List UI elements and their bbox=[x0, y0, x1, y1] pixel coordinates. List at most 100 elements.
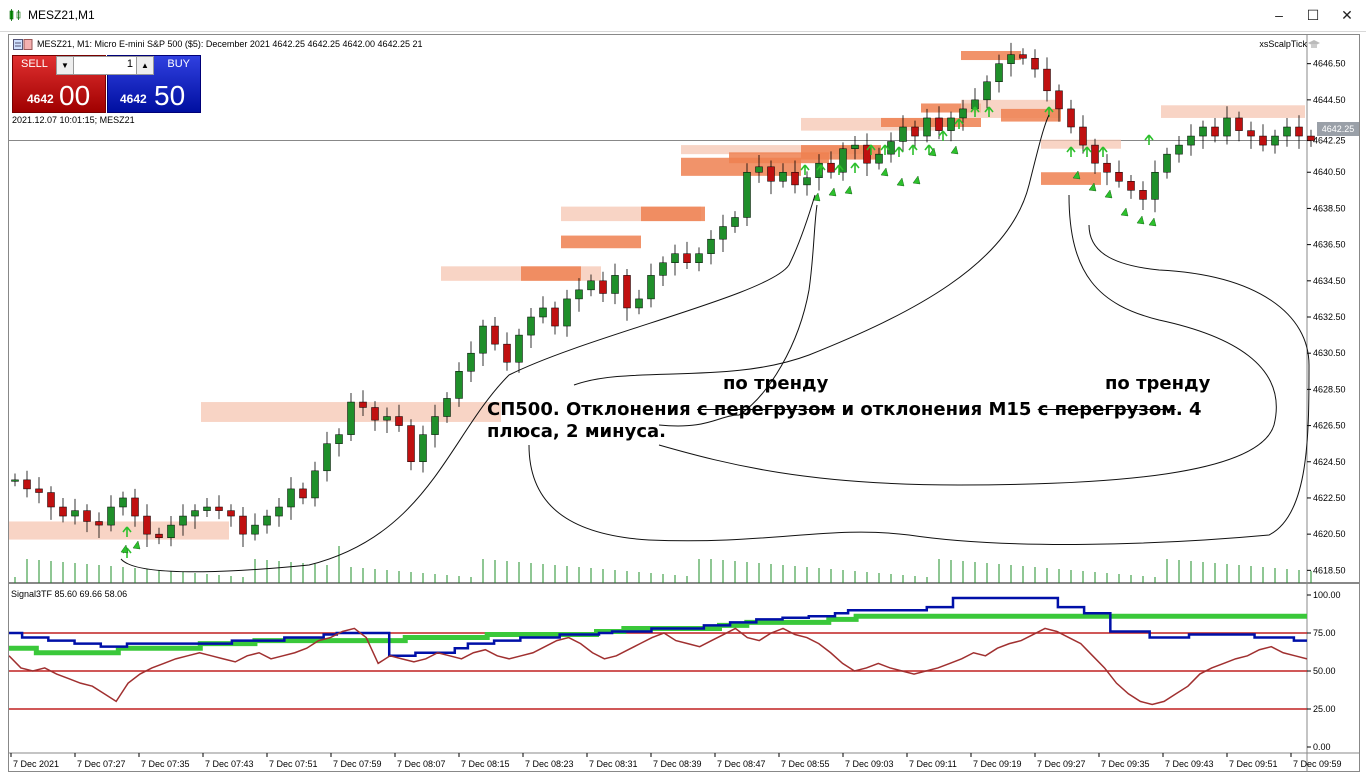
minimize-button[interactable]: – bbox=[1275, 7, 1283, 23]
candle-body bbox=[347, 401, 355, 435]
price-axis-label: 4622.50 bbox=[1313, 493, 1346, 503]
candle-body bbox=[695, 253, 703, 263]
candle bbox=[455, 362, 463, 407]
chart-menu-icon[interactable] bbox=[13, 39, 33, 51]
signal-dart-icon bbox=[1104, 189, 1113, 199]
candle-body bbox=[359, 401, 367, 408]
candle-body bbox=[623, 275, 631, 309]
candle bbox=[311, 461, 319, 507]
candle bbox=[95, 512, 103, 538]
candle-body bbox=[419, 434, 427, 463]
candle-body bbox=[983, 81, 991, 101]
lot-decrease-icon[interactable]: ▼ bbox=[57, 57, 74, 74]
candle-body bbox=[1103, 162, 1111, 173]
lot-size-stepper[interactable]: ▼ 1 ▲ bbox=[56, 56, 154, 75]
candle bbox=[431, 404, 439, 448]
maximize-button[interactable]: ☐ bbox=[1306, 7, 1320, 23]
candle bbox=[611, 263, 619, 305]
current-price-label: 4642.25 bbox=[1317, 122, 1359, 136]
candle bbox=[743, 163, 751, 226]
sell-label: SELL bbox=[21, 58, 48, 70]
signal-dart-icon bbox=[120, 544, 129, 554]
candle bbox=[767, 160, 775, 195]
candle-body bbox=[599, 280, 607, 294]
candle bbox=[335, 428, 343, 457]
candle bbox=[59, 497, 67, 523]
candle bbox=[863, 133, 871, 177]
price-zone bbox=[1001, 108, 1061, 122]
candle bbox=[1259, 124, 1267, 152]
price-axis-label: 4620.50 bbox=[1313, 529, 1346, 539]
candle bbox=[323, 431, 331, 482]
signal-dart-icon bbox=[844, 185, 853, 195]
candle bbox=[419, 425, 427, 473]
signal-axis-label: 100.00 bbox=[1313, 590, 1341, 600]
signal-arrow-icon bbox=[880, 144, 890, 155]
candle-body bbox=[1175, 144, 1183, 155]
lot-size-input[interactable]: 1 bbox=[126, 58, 133, 70]
candle bbox=[191, 504, 199, 529]
close-button[interactable]: ✕ bbox=[1341, 7, 1353, 23]
candle bbox=[935, 106, 943, 140]
price-axis-label: 4628.50 bbox=[1313, 384, 1346, 394]
candle-body bbox=[1223, 117, 1231, 137]
candle-body bbox=[11, 479, 19, 482]
graduation-cap-icon[interactable] bbox=[1307, 39, 1321, 50]
candle-body bbox=[959, 108, 967, 119]
candle bbox=[299, 482, 307, 505]
candle bbox=[395, 404, 403, 432]
candle-body bbox=[779, 171, 787, 182]
signal-arrow-icon bbox=[850, 162, 860, 173]
time-axis-label: 7 Dec 08:31 bbox=[589, 759, 638, 769]
time-axis-label: 7 Dec 09:59 bbox=[1293, 759, 1342, 769]
time-axis-label: 7 Dec 08:15 bbox=[461, 759, 510, 769]
candle bbox=[71, 498, 79, 525]
candle bbox=[479, 319, 487, 367]
candle-body bbox=[503, 343, 511, 363]
candle bbox=[599, 271, 607, 302]
candle-body bbox=[35, 488, 43, 493]
candle bbox=[503, 332, 511, 371]
window-title: MESZ21,M1 bbox=[28, 8, 95, 22]
candle bbox=[827, 151, 835, 179]
symbol-info: MESZ21, M1: Micro E-mini S&P 500 ($5): D… bbox=[37, 39, 423, 49]
time-axis-label: 7 Dec 07:27 bbox=[77, 759, 126, 769]
lot-increase-icon[interactable]: ▲ bbox=[136, 57, 153, 74]
candle-body bbox=[335, 434, 343, 444]
candle-body bbox=[1295, 126, 1303, 137]
price-axis-label: 4642.25 bbox=[1313, 136, 1346, 146]
annotation-text-a: СП500. Отклонения bbox=[487, 399, 697, 420]
candle bbox=[35, 477, 43, 504]
time-axis-label: 7 Dec 09:51 bbox=[1229, 759, 1278, 769]
candle bbox=[359, 390, 367, 416]
candle-body bbox=[611, 275, 619, 294]
signal-dart-icon bbox=[896, 177, 905, 187]
candle bbox=[1007, 42, 1015, 77]
candle bbox=[539, 296, 547, 324]
candle bbox=[719, 214, 727, 253]
candle-body bbox=[287, 488, 295, 508]
candle bbox=[779, 163, 787, 188]
candle bbox=[1283, 117, 1291, 147]
candle-body bbox=[1235, 117, 1243, 131]
chart-canvas[interactable]: 4646.50 4644.50 4642.25 4640.50 4638.50 4636.… bbox=[9, 35, 1359, 771]
candle bbox=[239, 507, 247, 547]
candle-body bbox=[179, 515, 187, 526]
sell-price-small: 4642 bbox=[27, 92, 54, 106]
signal-dart-icon bbox=[828, 187, 837, 197]
candle bbox=[683, 241, 691, 270]
time-axis-label: 7 Dec 09:27 bbox=[1037, 759, 1086, 769]
time-axis-label: 7 Dec 09:35 bbox=[1101, 759, 1150, 769]
candle bbox=[23, 470, 31, 498]
candle bbox=[875, 147, 883, 170]
candle-body bbox=[1115, 171, 1123, 182]
candle-body bbox=[143, 515, 151, 535]
chart-area[interactable]: 4646.50 4644.50 4642.25 4640.50 4638.50 4636.… bbox=[8, 34, 1360, 772]
candle-body bbox=[551, 307, 559, 327]
candle-body bbox=[167, 524, 175, 539]
candle bbox=[1163, 147, 1171, 179]
candle-body bbox=[1199, 126, 1207, 137]
signal-arrow-icon bbox=[894, 146, 904, 157]
candle-body bbox=[899, 126, 907, 142]
candle-body bbox=[95, 521, 103, 526]
